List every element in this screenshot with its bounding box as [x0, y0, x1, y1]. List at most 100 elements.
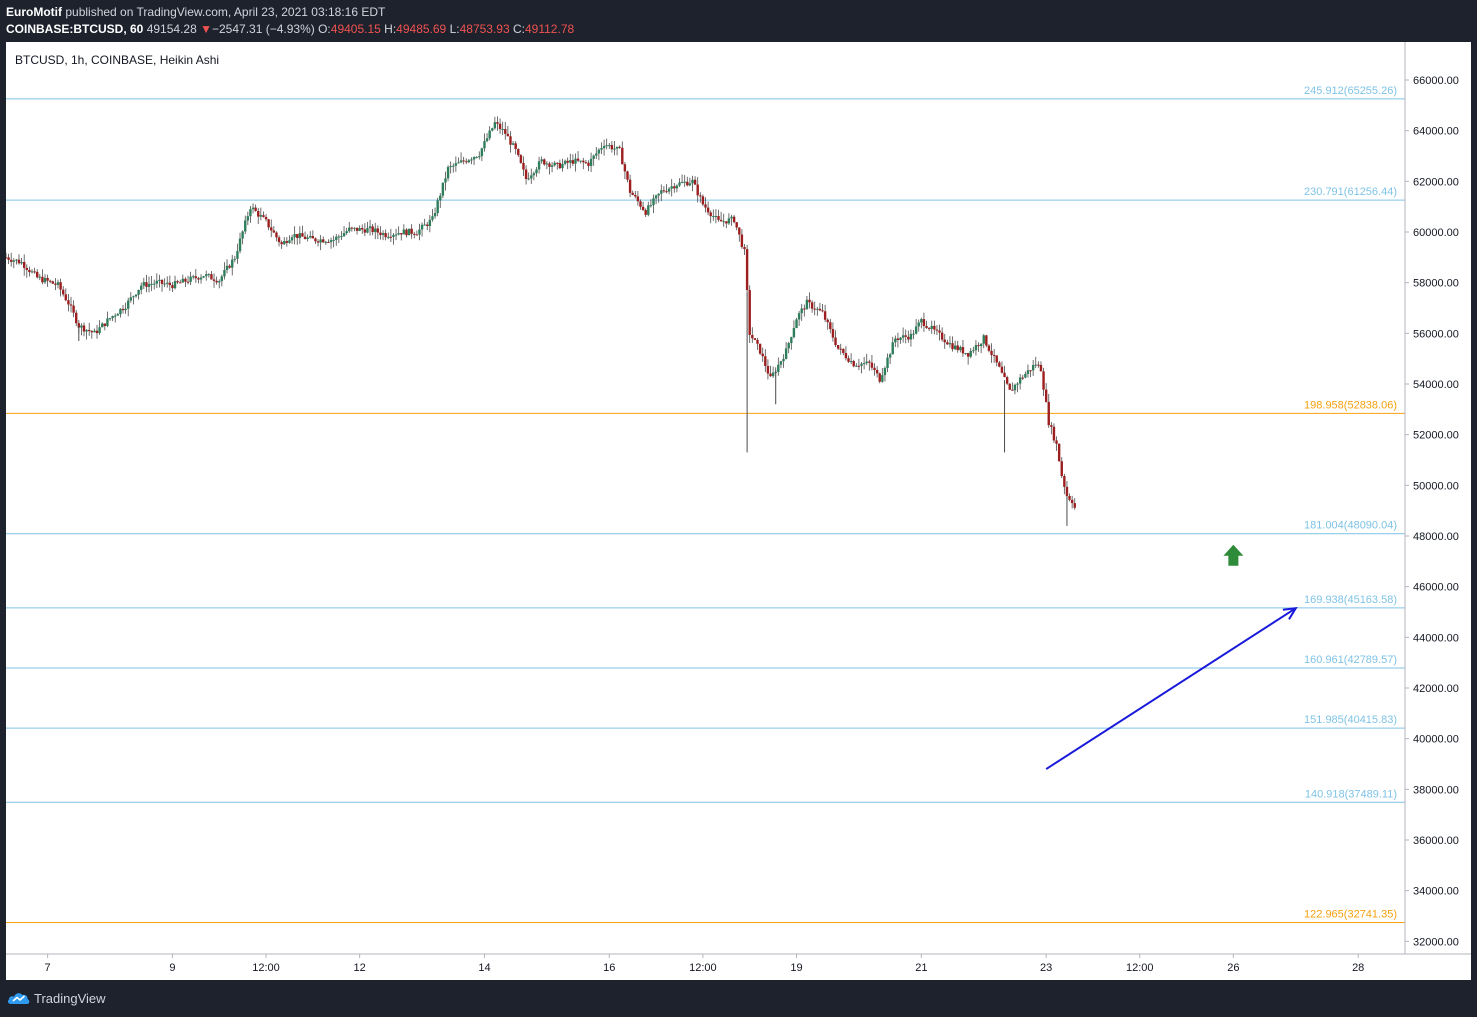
candle-body-383	[1000, 366, 1004, 373]
candle-body-191	[501, 129, 504, 131]
candle-body-248	[649, 205, 653, 207]
close-label: C:	[513, 22, 525, 36]
candle-body-104	[275, 232, 278, 238]
candle-body-269	[704, 204, 707, 208]
candle-body-291	[761, 353, 764, 357]
candle-body-410	[1070, 499, 1074, 504]
time-tick-label-5: 16	[603, 962, 615, 974]
candle-body-119	[314, 238, 317, 242]
candle-body-23	[64, 294, 68, 301]
candle-body-290	[758, 343, 762, 354]
candle-body-96	[254, 207, 257, 212]
candle-body-254	[665, 191, 668, 193]
candle-body-271	[709, 212, 712, 217]
candle-body-358	[935, 329, 939, 331]
candle-body-304	[795, 319, 798, 329]
fib-label-7: 140.918(37489.11)	[1305, 788, 1397, 800]
candle-body-356	[930, 325, 933, 329]
candle-body-177	[465, 161, 468, 163]
close-value: 49112.78	[525, 22, 575, 36]
candle-body-135	[355, 227, 359, 231]
candle-body-5	[17, 259, 21, 264]
candle-body-43	[116, 314, 120, 316]
candle-body-408	[1065, 486, 1069, 497]
candle-body-199	[522, 162, 525, 170]
candle-body-140	[368, 226, 372, 229]
fib-levels: 245.912(65255.26) 230.791(61256.44) 198.95…	[6, 85, 1405, 924]
chart-area[interactable]: 245.912(65255.26) 230.791(61256.44) 198.95…	[6, 42, 1471, 980]
candle-body-397	[1037, 364, 1040, 366]
candle-body-202	[530, 175, 533, 179]
candle-body-328	[857, 365, 861, 367]
candle-body-166	[436, 200, 439, 214]
candle-body-29	[80, 325, 83, 328]
candle-body-20	[56, 282, 60, 285]
price-tick-label-2: 36000.00	[1413, 835, 1459, 847]
candle-body-281	[735, 222, 738, 228]
candle-body-255	[667, 188, 671, 192]
candle-body-216	[566, 160, 569, 163]
candle-body-384	[1003, 372, 1006, 378]
candle-body-350	[914, 326, 918, 334]
candle-body-201	[527, 178, 530, 180]
candle-body-222	[582, 160, 585, 163]
candle-body-145	[381, 233, 385, 236]
candle-body-302	[790, 337, 793, 344]
candle-body-226	[592, 155, 595, 159]
candle-body-33	[90, 331, 94, 333]
candle-body-37	[101, 323, 104, 328]
candle-body-392	[1024, 373, 1027, 378]
candle-body-7	[23, 262, 26, 268]
candle-body-132	[348, 227, 351, 232]
candle-body-150	[394, 234, 398, 236]
candle-body-84	[223, 269, 226, 277]
candle-body-331	[865, 361, 868, 364]
price-chart[interactable]: 245.912(65255.26) 230.791(61256.44) 198.95…	[6, 42, 1471, 980]
candle-body-1	[7, 257, 10, 260]
candle-body-332	[868, 361, 871, 363]
candle-body-286	[748, 290, 751, 335]
tradingview-cloud-icon[interactable]	[7, 990, 31, 1006]
candle-body-411	[1073, 503, 1076, 508]
price-tick-label-4: 40000.00	[1413, 734, 1459, 746]
candle-body-76	[202, 276, 205, 278]
candle-body-126	[332, 239, 335, 241]
candle-body-236	[618, 146, 621, 148]
candle-body-308	[805, 299, 809, 310]
candle-body-64	[171, 285, 174, 289]
candle-body-46	[124, 308, 127, 311]
candle-body-398	[1039, 364, 1043, 372]
candle-body-82	[218, 281, 221, 283]
candle-body-73	[194, 276, 198, 279]
candle-body-284	[743, 247, 746, 250]
candle-body-287	[751, 334, 754, 339]
candle-body-279	[730, 216, 733, 219]
candle-body-67	[179, 282, 182, 284]
footer-brand[interactable]: TradingView	[34, 991, 106, 1006]
candle-body-365	[953, 345, 957, 350]
candle-body-56	[150, 283, 153, 285]
candle-body-379	[990, 350, 993, 356]
candle-body-409	[1068, 496, 1071, 500]
author-name[interactable]: EuroMotif	[6, 5, 62, 19]
open-label: O:	[318, 22, 331, 36]
candle-body-389	[1016, 383, 1019, 385]
candle-body-406	[1060, 461, 1063, 477]
candle-body-378	[987, 345, 991, 351]
candle-body-125	[329, 240, 333, 243]
fib-label-1: 230.791(61256.44)	[1304, 186, 1397, 198]
time-tick-label-4: 14	[478, 962, 490, 974]
candle-body-394	[1029, 370, 1032, 372]
candle-body-134	[353, 227, 356, 229]
candle-body-86	[228, 265, 231, 268]
candle-body-230	[602, 145, 606, 149]
candle-body-215	[563, 160, 567, 164]
candle-body-130	[342, 233, 346, 237]
price-tick-label-15: 62000.00	[1413, 176, 1459, 188]
candle-body-280	[732, 216, 736, 223]
candle-body-265	[693, 179, 697, 185]
candle-body-91	[241, 231, 244, 239]
candle-body-108	[285, 241, 289, 243]
fib-label-4: 169.938(45163.58)	[1304, 594, 1397, 606]
candle-body-298	[779, 361, 783, 365]
